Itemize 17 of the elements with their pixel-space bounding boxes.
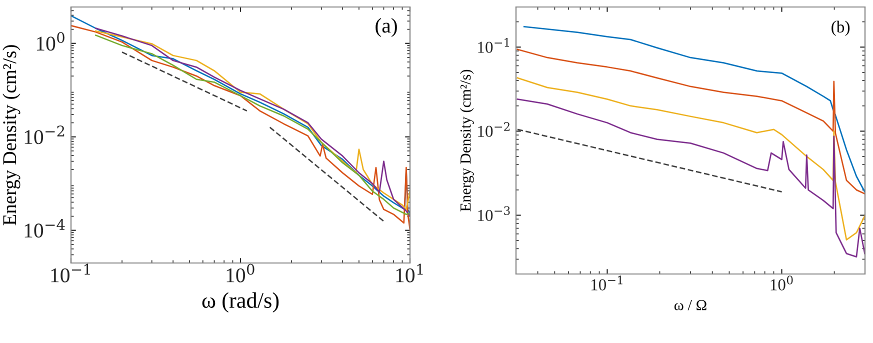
y-tick-label: 10$^{−2}$ xyxy=(478,122,510,138)
x-tick-label: 10$^{−1}$ xyxy=(51,264,90,282)
y-tick-label: 10$^{−2}$ xyxy=(24,126,64,144)
annotation: (a) xyxy=(376,18,397,37)
x-tick-label: 10$^{0}$ xyxy=(226,264,254,282)
annotation: (b) xyxy=(832,20,850,36)
y-tick-label: 10$^{−1}$ xyxy=(478,38,509,53)
y-axis-title: Energy Density (cm²/s) xyxy=(460,70,474,212)
y-tick-label: 10$^{0}$ xyxy=(36,32,64,51)
x-tick-label: 10$^{0}$ xyxy=(770,276,793,290)
x-tick-label: 10$^{−1}$ xyxy=(591,276,622,290)
x-axis-title: ω (rad/s) xyxy=(202,292,279,312)
x-tick-label: 10$^{1}$ xyxy=(396,264,423,282)
y-axis-title: Energy Density (cm²/s) xyxy=(2,45,20,226)
x-axis-title: ω / Ω xyxy=(674,300,706,310)
y-tick-label: 10$^{−4}$ xyxy=(24,219,65,238)
y-tick-label: 10$^{−3}$ xyxy=(478,206,510,222)
